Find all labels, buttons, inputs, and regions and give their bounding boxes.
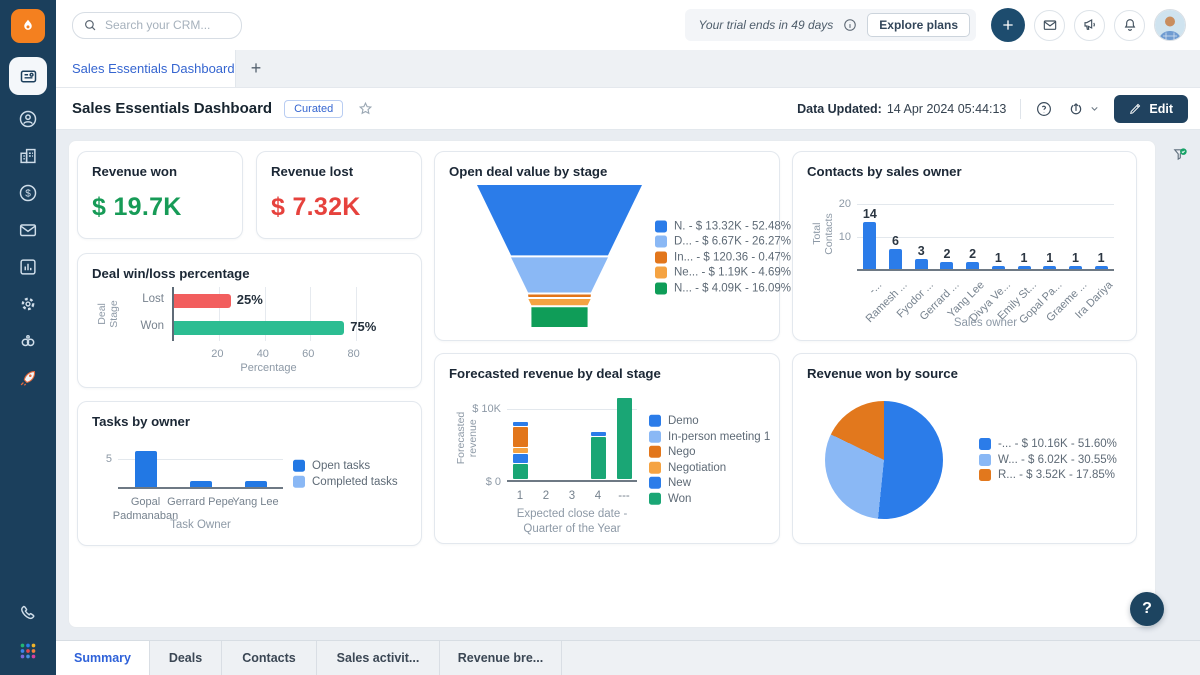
kpi-card-revenue-won: Revenue won $ 19.7K: [77, 151, 243, 239]
svg-text:$: $: [25, 189, 31, 200]
dollar-circle-icon: $: [19, 184, 37, 202]
search-input[interactable]: [105, 18, 225, 32]
trial-banner: Your trial ends in 49 days Explore plans: [684, 9, 976, 41]
card-revenue-by-source: Revenue won by source -... - $ 10.16K - …: [792, 353, 1137, 544]
phone-icon: [21, 605, 35, 620]
dashboard-bottom-tabs: Summary Deals Contacts Sales activit... Reve…: [56, 640, 1200, 675]
forecasted-revenue-chart: $ 0 $ 10K Forecasted revenue 1 2 3 4 --- Expecte…: [449, 385, 770, 535]
edit-button[interactable]: Edit: [1114, 94, 1188, 123]
info-icon[interactable]: [843, 18, 857, 32]
pencil-icon: [1130, 103, 1141, 115]
export-icon: [1071, 102, 1082, 114]
sidebar-item-dashboard[interactable]: [9, 57, 47, 95]
data-updated-label: Data Updated:: [797, 101, 882, 116]
export-share-button[interactable]: [1067, 100, 1100, 118]
deal-win-loss-chart: 20 40 60 80 Percentage Deal Stage Lost 25% Won 75…: [92, 285, 407, 377]
dashboard-icon: [20, 70, 36, 82]
dashboard-tabstrip: Sales Essentials Dashboard +: [56, 50, 1200, 88]
contacts-by-owner-chart: 10 20 Total Contacts 14 -... 6 Ramesh ... 3 Fyod…: [811, 197, 1116, 329]
bottom-tab-summary[interactable]: Summary: [56, 641, 150, 675]
search-icon: [85, 20, 96, 31]
dashboard-content: Revenue won $ 19.7K Revenue lost $ 7.32K…: [56, 130, 1200, 640]
card-title: Deal win/loss percentage: [92, 266, 250, 281]
inbox-button[interactable]: [1034, 9, 1065, 41]
open-deal-value-funnel: N. - $ 13.32K - 52.48% D... - $ 6.67K - 2…: [449, 183, 791, 331]
tab-sales-essentials-dashboard[interactable]: Sales Essentials Dashboard: [56, 50, 236, 87]
sidebar-item-phone[interactable]: [16, 602, 40, 626]
bar-chart-icon: [20, 259, 36, 275]
sidebar: $: [0, 0, 56, 675]
sidebar-item-companies[interactable]: [16, 144, 40, 168]
card-tasks-by-owner: Tasks by owner 5 Gopal Padmanaban Gerrard …: [77, 401, 422, 546]
flame-icon: [24, 19, 32, 30]
card-title: Revenue won: [92, 164, 178, 179]
rocket-icon: [20, 371, 36, 386]
sidebar-item-integrations[interactable]: [16, 329, 40, 353]
page-header: Sales Essentials Dashboard Curated Data …: [56, 88, 1200, 130]
page-title: Sales Essentials Dashboard: [72, 100, 273, 117]
bigin-logo[interactable]: [11, 9, 45, 43]
favorite-star-icon[interactable]: [357, 100, 374, 117]
avatar-image: [1155, 10, 1185, 40]
kpi-value-revenue-won: $ 19.7K: [92, 193, 182, 221]
tasks-by-owner-chart: 5 Gopal Padmanaban Gerrard Pepe Yang Lee Tas…: [92, 433, 407, 535]
add-record-button[interactable]: [991, 8, 1025, 42]
sidebar-item-deals[interactable]: $: [16, 181, 40, 205]
sidebar-item-settings[interactable]: [16, 292, 40, 316]
plus-icon: [1003, 20, 1013, 30]
help-icon[interactable]: [1035, 100, 1053, 118]
card-deal-win-loss: Deal win/loss percentage 20 40 60 80 Percent…: [77, 253, 422, 388]
edit-label: Edit: [1149, 101, 1173, 116]
megaphone-icon: [1083, 19, 1095, 30]
mail-icon: [19, 224, 37, 237]
bottom-tab-contacts[interactable]: Contacts: [222, 641, 317, 675]
apps-grid-dots: [20, 643, 36, 659]
apps-grid-icon[interactable]: [16, 639, 40, 663]
add-tab-button[interactable]: +: [250, 58, 262, 78]
envelope-icon: [1043, 20, 1056, 30]
card-title: Tasks by owner: [92, 414, 190, 429]
bottom-tab-revenue-bre-[interactable]: Revenue bre...: [440, 641, 562, 675]
sidebar-item-whats-new[interactable]: [16, 366, 40, 390]
card-title: Open deal value by stage: [449, 164, 608, 179]
notifications-button[interactable]: [1114, 9, 1145, 41]
card-title: Revenue won by source: [807, 366, 958, 381]
connections-icon: [21, 334, 35, 347]
revenue-by-source-chart: -... - $ 10.16K - 51.60% W... - $ 6.02K -…: [807, 385, 1122, 534]
sidebar-item-email[interactable]: [16, 218, 40, 242]
dashboard-panel: Revenue won $ 19.7K Revenue lost $ 7.32K…: [68, 140, 1156, 628]
chevron-down-icon: [1091, 106, 1098, 111]
user-avatar[interactable]: [1154, 9, 1186, 41]
trial-text: Your trial ends in 49 days: [698, 18, 834, 32]
kpi-card-revenue-lost: Revenue lost $ 7.32K: [256, 151, 422, 239]
filter-applied-button[interactable]: [1171, 146, 1189, 169]
curated-badge: Curated: [284, 99, 344, 118]
card-title: Contacts by sales owner: [807, 164, 962, 179]
funnel-check-icon: [1173, 148, 1187, 161]
bottom-tab-deals[interactable]: Deals: [150, 641, 222, 675]
sidebar-item-contacts[interactable]: [16, 107, 40, 131]
announcements-button[interactable]: [1074, 9, 1105, 41]
divider: [1020, 98, 1022, 119]
card-open-deal-value: Open deal value by stage N. - $ 13.32K -…: [434, 151, 791, 341]
kpi-value-revenue-lost: $ 7.32K: [271, 193, 361, 221]
sidebar-item-reports[interactable]: [16, 255, 40, 279]
bell-icon: [1124, 19, 1135, 31]
help-floating-button[interactable]: ?: [1130, 592, 1164, 626]
contact-icon: [19, 110, 37, 128]
explore-plans-button[interactable]: Explore plans: [867, 13, 970, 37]
card-title: Revenue lost: [271, 164, 354, 179]
card-title: Forecasted revenue by deal stage: [449, 366, 661, 381]
card-contacts-by-owner: Contacts by sales owner 10 20 Total Contac…: [792, 151, 1137, 341]
topbar: Your trial ends in 49 days Explore plans: [56, 0, 1200, 50]
data-updated-value: 14 Apr 2024 05:44:13: [886, 101, 1007, 116]
bottom-tab-sales-activit-[interactable]: Sales activit...: [317, 641, 440, 675]
building-icon: [20, 148, 36, 164]
card-forecasted-revenue: Forecasted revenue by deal stage $ 0 $ 10…: [434, 353, 780, 544]
gear-icon: [21, 297, 35, 311]
search-box[interactable]: [72, 11, 242, 39]
